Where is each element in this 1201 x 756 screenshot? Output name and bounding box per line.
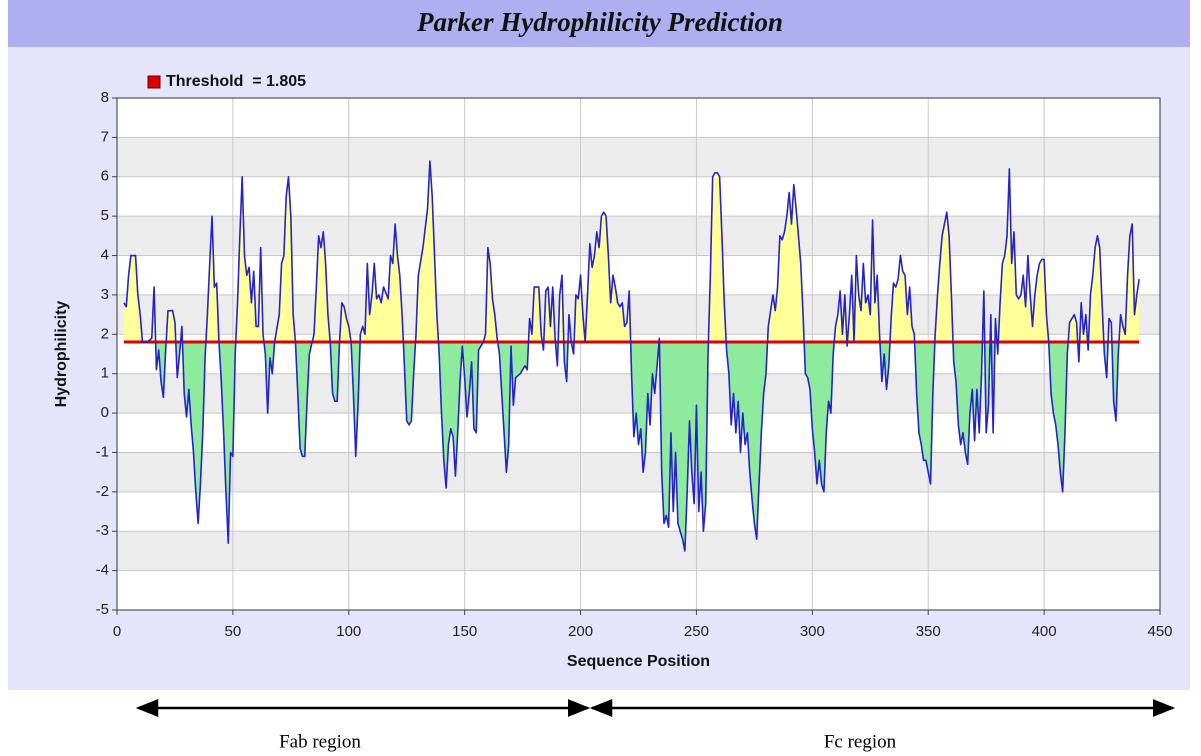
x-tick-label: 50 (225, 623, 242, 640)
grid-band (117, 531, 1160, 571)
grid-band (117, 137, 1160, 177)
y-tick-label: 5 (101, 207, 109, 224)
y-tick-label: -4 (96, 562, 109, 579)
x-tick-label: 100 (336, 623, 361, 640)
legend-label: Threshold = 1.805 (166, 73, 306, 90)
y-tick-label: -1 (96, 443, 109, 460)
x-tick-label: 300 (800, 623, 825, 640)
plot-border (116, 97, 1161, 611)
x-tick-label: 450 (1147, 623, 1172, 640)
grid-band (117, 216, 1160, 256)
y-tick-label: -2 (96, 483, 109, 500)
legend-swatch (147, 75, 161, 89)
y-tick-label: 1 (101, 365, 109, 382)
y-tick-label: 4 (101, 247, 109, 264)
area-below (123, 341, 1140, 551)
x-tick-label: 0 (113, 623, 121, 640)
annotation: Fab region (279, 731, 361, 752)
y-tick-label: 0 (101, 404, 109, 421)
y-tick-label: 8 (101, 89, 109, 106)
title-bar (8, 0, 1190, 47)
y-tick-label: 3 (101, 286, 109, 303)
grid-band (117, 452, 1160, 492)
x-tick-label: 250 (684, 623, 709, 640)
x-tick-label: 200 (568, 623, 593, 640)
x-tick-label: 350 (916, 623, 941, 640)
y-tick-label: -3 (96, 522, 109, 539)
y-tick-label: 7 (101, 128, 109, 145)
x-tick-label: 150 (452, 623, 477, 640)
x-tick-label: 400 (1032, 623, 1057, 640)
data-line (123, 160, 1140, 552)
y-tick-label: -5 (96, 601, 109, 618)
area-above (123, 161, 1140, 342)
y-tick-label: 6 (101, 168, 109, 185)
chart-title: Parker Hydrophilicity Prediction (416, 7, 783, 37)
annotation: Fc region (824, 731, 897, 752)
y-axis-title: Hydrophilicity (53, 301, 70, 408)
x-axis-title: Sequence Position (567, 653, 710, 670)
y-tick-label: 2 (101, 325, 109, 342)
plot-area: -5 -4 -3 -2 -1 0 1 2 3 4 5 6 7 8 0 50 100 150 200 250 300 350… (53, 73, 1172, 670)
